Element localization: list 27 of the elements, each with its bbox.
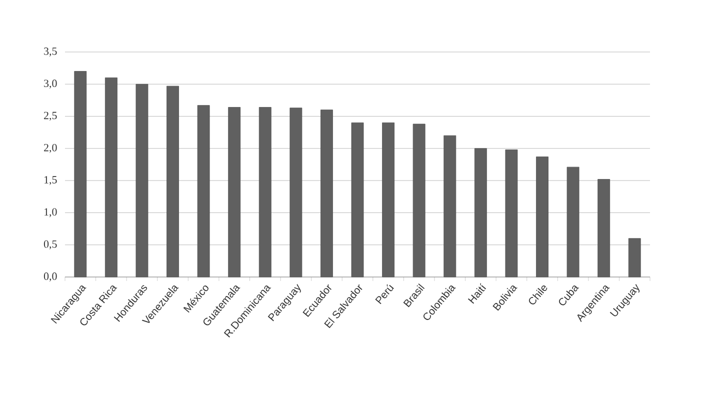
y-tick-label: 3,0: [44, 80, 57, 89]
bar: [290, 108, 302, 278]
bar: [566, 166, 580, 278]
bar: [412, 124, 426, 278]
y-tick-label: 1,0: [44, 208, 57, 218]
bar: [536, 156, 548, 278]
bar: [382, 122, 394, 278]
bar: [104, 78, 118, 278]
bar: [74, 71, 87, 278]
bar: [197, 105, 210, 278]
bar: [444, 135, 456, 278]
bar: [228, 107, 241, 278]
y-tick-label: 0,0: [44, 272, 57, 282]
bar: [166, 86, 179, 278]
bar: [320, 110, 333, 278]
y-tick-label: 3,5: [44, 48, 57, 56]
bar: [351, 122, 364, 278]
y-tick-label: 2,0: [44, 144, 57, 153]
bar: [474, 148, 487, 278]
bar: [598, 179, 610, 278]
bar: [505, 150, 518, 278]
bar: [258, 107, 272, 278]
bar: [136, 84, 148, 278]
y-tick-label: 2,5: [44, 112, 57, 121]
bar: [628, 238, 641, 278]
y-tick-label: 0,5: [44, 240, 57, 250]
y-tick-label: 1,5: [44, 176, 57, 186]
